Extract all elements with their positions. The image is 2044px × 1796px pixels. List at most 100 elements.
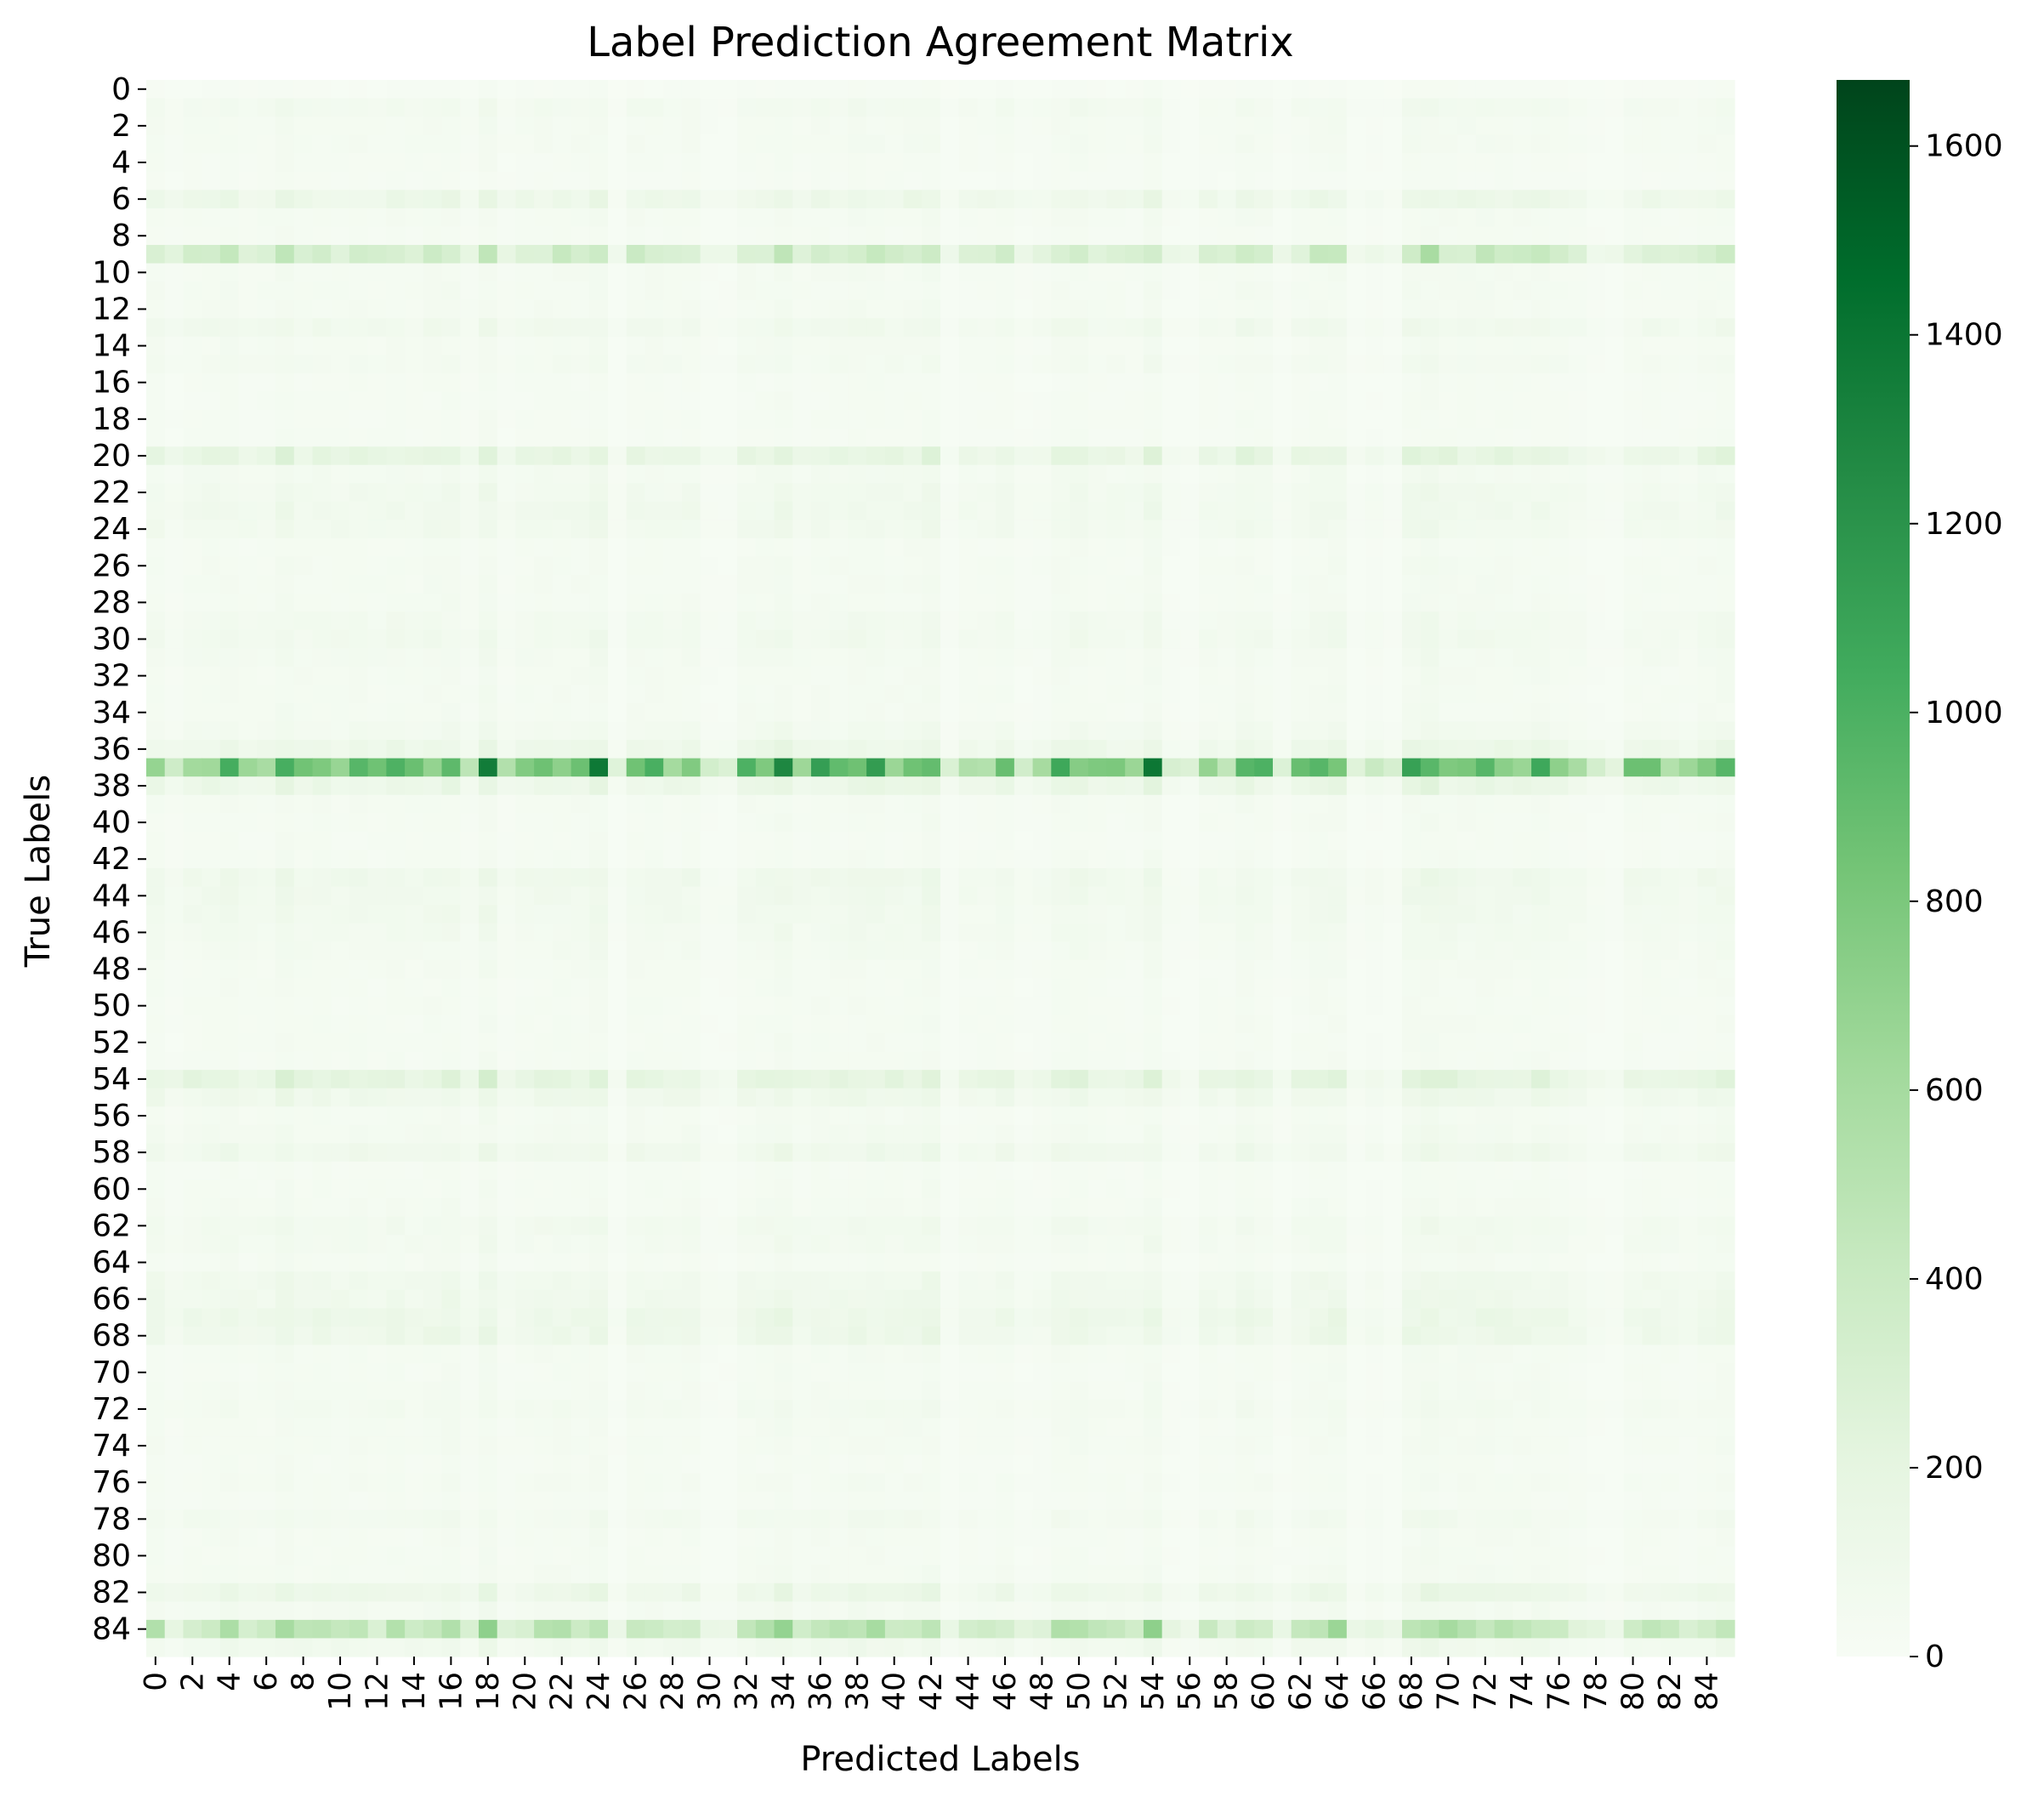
heatmap-cell: [1475, 299, 1496, 319]
heatmap-cell: [571, 171, 590, 190]
heatmap-cell: [1254, 776, 1274, 796]
heatmap-cell: [405, 1088, 424, 1107]
heatmap-cell: [1678, 794, 1699, 814]
heatmap-cell: [1531, 245, 1551, 264]
heatmap-cell: [608, 611, 627, 631]
heatmap-cell: [996, 1033, 1015, 1053]
heatmap-cell: [312, 648, 332, 668]
heatmap-cell: [238, 959, 258, 979]
heatmap-cell: [1383, 702, 1403, 723]
heatmap-cell: [515, 446, 535, 466]
heatmap-cell: [810, 153, 831, 173]
heatmap-cell: [1346, 464, 1366, 484]
heatmap-cell: [1013, 428, 1034, 447]
heatmap-cell: [663, 959, 683, 979]
heatmap-cell: [571, 831, 590, 851]
heatmap-cell: [608, 372, 627, 393]
heatmap-cell: [1661, 1106, 1680, 1126]
heatmap-cell: [589, 355, 609, 374]
heatmap-cell: [644, 776, 664, 796]
heatmap-cell: [996, 117, 1015, 136]
heatmap-cell: [1623, 886, 1643, 906]
heatmap-cell: [202, 336, 221, 355]
heatmap-cell: [848, 80, 867, 99]
heatmap-cell: [774, 1051, 793, 1071]
heatmap-cell: [460, 831, 480, 851]
heatmap-cell: [958, 868, 979, 888]
heatmap-cell: [663, 1051, 683, 1071]
heatmap-cell: [884, 996, 905, 1016]
heatmap-cell: [405, 611, 424, 631]
heatmap-cell: [1346, 245, 1366, 264]
heatmap-cell: [1604, 721, 1625, 741]
heatmap-cell: [405, 520, 424, 539]
heatmap-cell: [441, 226, 461, 246]
heatmap-cell: [1457, 410, 1477, 429]
heatmap-cell: [1439, 446, 1458, 466]
heatmap-cell: [940, 611, 960, 631]
heatmap-cell: [922, 593, 941, 612]
heatmap-cell: [884, 1124, 905, 1144]
heatmap-cell: [1531, 794, 1551, 814]
heatmap-cell: [1272, 1033, 1292, 1053]
heatmap-cell: [312, 1070, 332, 1089]
heatmap-cell: [534, 666, 554, 686]
heatmap-cell: [1346, 959, 1366, 979]
heatmap-cell: [755, 355, 775, 374]
heatmap-cell: [238, 850, 258, 869]
heatmap-cell: [884, 850, 905, 869]
heatmap-cell: [718, 207, 738, 228]
heatmap-cell: [1661, 850, 1680, 869]
heatmap-cell: [829, 1015, 849, 1034]
heatmap-cell: [183, 501, 202, 520]
heatmap-cell: [663, 207, 683, 228]
heatmap-cell: [829, 593, 849, 612]
heatmap-cell: [940, 941, 960, 961]
heatmap-cell: [1568, 905, 1587, 924]
heatmap-cell: [534, 117, 554, 136]
heatmap-cell: [1661, 537, 1680, 558]
heatmap-cell: [1365, 831, 1384, 851]
heatmap-cell: [1549, 758, 1570, 777]
heatmap-cell: [1199, 372, 1218, 393]
heatmap-cell: [681, 905, 701, 924]
heatmap-cell: [497, 886, 517, 906]
heatmap-cell: [1402, 464, 1422, 484]
heatmap-cell: [810, 648, 831, 668]
heatmap-cell: [1697, 721, 1717, 741]
heatmap-cell: [922, 923, 941, 942]
heatmap-cell: [755, 1051, 775, 1071]
heatmap-cell: [1199, 1033, 1218, 1053]
heatmap-cell: [275, 758, 295, 777]
heatmap-cell: [367, 391, 387, 411]
heatmap-cell: [940, 153, 960, 173]
heatmap-cell: [1070, 685, 1089, 704]
heatmap-cell: [755, 868, 775, 888]
heatmap-cell: [1457, 501, 1477, 520]
heatmap-cell: [534, 905, 554, 924]
heatmap-cell: [940, 318, 960, 338]
heatmap-cell: [146, 959, 166, 979]
heatmap-cell: [1420, 207, 1440, 228]
heatmap-cell: [718, 336, 738, 355]
heatmap-cell: [977, 446, 996, 466]
heatmap-cell: [1365, 428, 1384, 447]
heatmap-cell: [681, 226, 701, 246]
heatmap-cell: [515, 831, 535, 851]
heatmap-cell: [202, 207, 221, 228]
heatmap-cell: [1457, 794, 1477, 814]
heatmap-cell: [405, 905, 424, 924]
heatmap-cell: [275, 629, 295, 649]
heatmap-cell: [1272, 593, 1292, 612]
heatmap-cell: [589, 428, 609, 447]
heatmap-cell: [515, 1033, 535, 1053]
heatmap-cell: [146, 483, 166, 503]
heatmap-cell: [423, 702, 443, 723]
heatmap-cell: [1457, 831, 1477, 851]
heatmap-cell: [534, 1106, 554, 1126]
heatmap-cell: [1051, 336, 1070, 355]
heatmap-cell: [1697, 758, 1717, 777]
heatmap-cell: [1272, 336, 1292, 355]
heatmap-cell: [1013, 80, 1034, 99]
heatmap-cell: [1642, 794, 1661, 814]
